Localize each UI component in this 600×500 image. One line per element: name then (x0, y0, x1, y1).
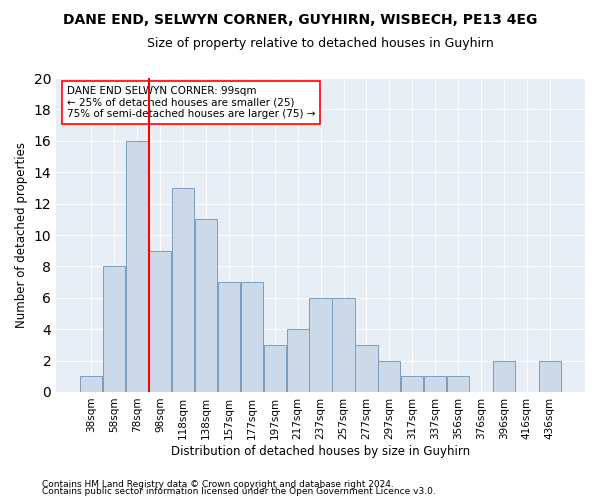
X-axis label: Distribution of detached houses by size in Guyhirn: Distribution of detached houses by size … (171, 444, 470, 458)
Text: Contains HM Land Registry data © Crown copyright and database right 2024.: Contains HM Land Registry data © Crown c… (42, 480, 394, 489)
Title: Size of property relative to detached houses in Guyhirn: Size of property relative to detached ho… (147, 38, 494, 51)
Text: Contains public sector information licensed under the Open Government Licence v3: Contains public sector information licen… (42, 487, 436, 496)
Bar (493, 360, 515, 392)
Text: DANE END SELWYN CORNER: 99sqm
← 25% of detached houses are smaller (25)
75% of s: DANE END SELWYN CORNER: 99sqm ← 25% of d… (67, 86, 315, 119)
Bar (424, 376, 446, 392)
Bar (401, 376, 424, 392)
Bar (195, 220, 217, 392)
Bar (287, 329, 309, 392)
Bar (241, 282, 263, 392)
Bar (149, 250, 171, 392)
Bar (80, 376, 103, 392)
Bar (539, 360, 561, 392)
Bar (172, 188, 194, 392)
Text: DANE END, SELWYN CORNER, GUYHIRN, WISBECH, PE13 4EG: DANE END, SELWYN CORNER, GUYHIRN, WISBEC… (63, 12, 537, 26)
Bar (126, 141, 148, 392)
Bar (355, 345, 377, 392)
Bar (447, 376, 469, 392)
Bar (378, 360, 400, 392)
Bar (263, 345, 286, 392)
Bar (332, 298, 355, 392)
Y-axis label: Number of detached properties: Number of detached properties (15, 142, 28, 328)
Bar (103, 266, 125, 392)
Bar (310, 298, 332, 392)
Bar (218, 282, 240, 392)
